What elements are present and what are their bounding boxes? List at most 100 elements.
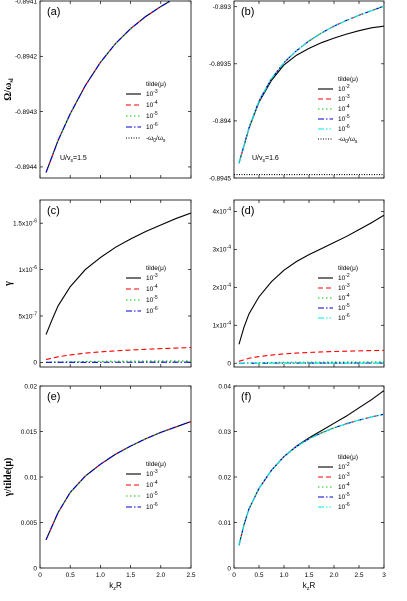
x-tick-label: 1.5 xyxy=(126,572,135,579)
y-tick-label: 0 xyxy=(33,360,37,367)
x-axis-label: kzR xyxy=(109,581,122,592)
legend-title: tilde(μ) xyxy=(146,461,166,468)
series-line-a-1 xyxy=(45,1,172,173)
legend-entry: 10-4 xyxy=(338,293,350,302)
legend-entry: 10-5 xyxy=(146,295,158,304)
series-line-c-0 xyxy=(45,212,191,335)
y-tick-label: 3x10-4 xyxy=(212,245,231,254)
panel-label: (d) xyxy=(241,205,254,217)
y-tick-label: 0 xyxy=(227,565,231,572)
series-line-e-2 xyxy=(45,420,191,541)
y-tick-label: 0.02 xyxy=(24,383,37,390)
y-tick-label: -0.894 xyxy=(213,118,232,125)
y-tick-label: -0.8945 xyxy=(209,175,231,182)
panel-b: -0.8945-0.894-0.8935-0.893 (b)tilde(μ)10-… xyxy=(209,0,385,182)
panel-d: 0 1x10-4 2x10-4 3x10-4 4x10-4 (d) tilde(μ)10-2… xyxy=(212,199,385,368)
y-tick-label: 4x10-4 xyxy=(212,207,231,216)
series-line-e-0 xyxy=(45,420,191,541)
x-tick-label: 0 xyxy=(232,572,236,579)
x-tick-label: 2.0 xyxy=(156,572,165,579)
series-group xyxy=(238,390,384,546)
legend-title: tilde(μ) xyxy=(338,265,358,272)
x-tick-label: 1.0 xyxy=(96,572,105,579)
x-tick-label: 0.5 xyxy=(66,572,75,579)
panel-c: 0 5x10-7 1x10-6 1.5x10-6 (c) γ tilde(μ)10-3 10-… xyxy=(3,199,192,368)
y-tick-label: 0.015 xyxy=(21,429,38,436)
series-line-a-2 xyxy=(45,1,172,173)
legend-entry: 10-4 xyxy=(338,482,350,491)
legend-entry: 10-2 xyxy=(338,273,350,282)
x-tick-label: 2.5 xyxy=(186,572,195,579)
legend-title: tilde(μ) xyxy=(338,76,358,83)
plot-frame xyxy=(233,385,385,569)
series-line-f-0 xyxy=(238,390,384,546)
y-tick-label: 0 xyxy=(227,361,231,368)
legend-entry: 10-3 xyxy=(146,273,158,282)
y-tick-label: -0.8941 xyxy=(15,0,37,5)
panel-label: (c) xyxy=(47,205,60,217)
plot-frame xyxy=(233,0,385,179)
legend-entry: -ω0/ωs xyxy=(338,136,358,145)
y-tick-label: 0.04 xyxy=(218,383,231,390)
y-axis-label: γ xyxy=(3,281,14,287)
annotation: U/vs=1.5 xyxy=(60,155,87,164)
series-line-a-3 xyxy=(45,1,172,173)
legend-entry: 10-6 xyxy=(338,502,350,511)
y-tick-label: 0.03 xyxy=(218,429,231,436)
annotation: U/vs=1.6 xyxy=(252,155,279,164)
plot-frame xyxy=(233,199,385,368)
legend-entry: 10-3 xyxy=(338,283,350,292)
panel-label: (f) xyxy=(241,391,251,403)
legend-entry: 10-5 xyxy=(338,492,350,501)
series-line-b-0 xyxy=(238,25,384,164)
series-group xyxy=(45,212,191,363)
legend-entry: 10-3 xyxy=(146,469,158,478)
series-line-d-1 xyxy=(238,349,384,362)
y-tick-label: -0.8943 xyxy=(15,109,37,116)
series-group xyxy=(238,214,384,364)
legend-entry: 10-6 xyxy=(146,502,158,511)
series-line-c-1 xyxy=(45,346,191,361)
series-group xyxy=(234,5,384,176)
legend-entry: -ω0/ωs xyxy=(146,135,166,144)
x-tick-label: 0 xyxy=(38,572,42,579)
panel-label: (a) xyxy=(47,6,60,18)
x-tick-label: 3 xyxy=(382,572,386,579)
legend-entry: 10-3 xyxy=(338,472,350,481)
x-tick-label: 0.5 xyxy=(254,572,263,579)
x-tick-label: 1.5 xyxy=(304,572,313,579)
panel-label: (e) xyxy=(47,391,60,403)
legend-entry: 10-4 xyxy=(146,480,158,489)
legend-title: tilde(μ) xyxy=(338,454,358,461)
panel-e: 0 0.5 1.0 1.5 2.0 2.5 0 0.005 0.01 0.015 0.02 (e) γ/… xyxy=(3,383,196,592)
y-tick-label: 1.5x10-6 xyxy=(13,218,37,227)
series-line-a-0 xyxy=(45,1,172,173)
legend-entry: 10-6 xyxy=(338,124,350,133)
legend-entry: 10-4 xyxy=(338,104,350,113)
y-tick-label: -0.8942 xyxy=(15,54,37,61)
series-group xyxy=(45,420,191,541)
legend-entry: 10-4 xyxy=(146,100,158,109)
y-tick-label: 1x10-4 xyxy=(212,321,231,330)
y-tick-label: 5x10-7 xyxy=(18,311,37,320)
legend-entry: 10-5 xyxy=(338,114,350,123)
legend-entry: 10-5 xyxy=(146,491,158,500)
legend-entry: 10-6 xyxy=(146,306,158,315)
plot-frame xyxy=(39,0,192,179)
legend-entry: 10-2 xyxy=(338,462,350,471)
series-line-d-2 xyxy=(238,361,384,364)
y-tick-label: 0.005 xyxy=(21,520,38,527)
x-tick-label: 2.5 xyxy=(354,572,363,579)
series-line-d-0 xyxy=(238,214,384,345)
x-tick-label: 1.0 xyxy=(279,572,288,579)
x-axis-label: kzR xyxy=(303,581,316,592)
plot-frame xyxy=(39,199,192,368)
y-axis-label: γ/tilde(μ) xyxy=(3,458,14,498)
series-group xyxy=(45,1,172,173)
legend-entry: 10-2 xyxy=(338,84,350,93)
y-tick-label: -0.893 xyxy=(213,4,232,11)
y-tick-label: 0.01 xyxy=(24,474,37,481)
legend-entry: 10-5 xyxy=(146,111,158,120)
legend-entry: 10-6 xyxy=(146,122,158,131)
